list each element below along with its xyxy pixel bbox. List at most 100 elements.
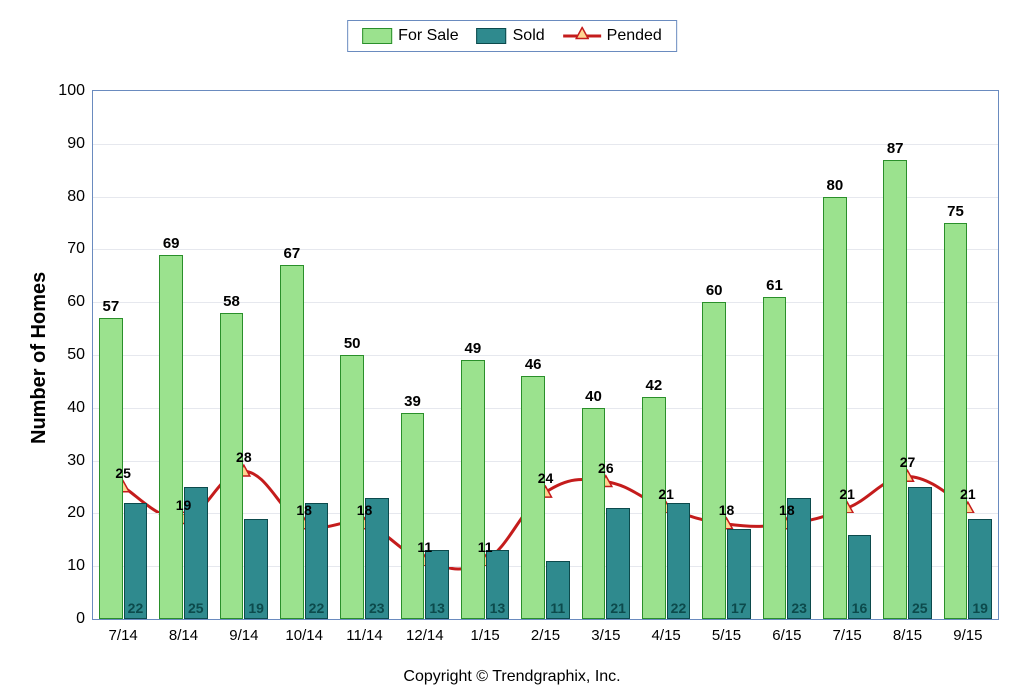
for-sale-value-label: 58 [223, 293, 240, 310]
pended-value-label: 21 [960, 486, 976, 502]
pended-value-label: 24 [538, 470, 554, 486]
for-sale-value-label: 61 [766, 277, 783, 294]
for-sale-bar [521, 376, 545, 619]
pended-value-label: 26 [598, 460, 614, 476]
xtick-label: 12/14 [406, 627, 444, 644]
legend-item-pended: Pended [563, 27, 662, 45]
for-sale-bar [401, 413, 425, 619]
ytick-label: 100 [58, 82, 85, 100]
sold-value-label: 13 [490, 600, 506, 616]
for-sale-value-label: 87 [887, 140, 904, 157]
ytick-label: 30 [67, 452, 85, 470]
for-sale-value-label: 42 [646, 377, 663, 394]
pended-value-label: 18 [357, 502, 373, 518]
ytick-label: 40 [67, 399, 85, 417]
legend-swatch-for-sale [362, 28, 392, 44]
legend-label-for-sale: For Sale [398, 27, 458, 45]
xtick-label: 9/14 [229, 627, 258, 644]
for-sale-bar [883, 160, 907, 619]
sold-value-label: 25 [912, 600, 928, 616]
xtick-label: 7/15 [833, 627, 862, 644]
for-sale-value-label: 57 [103, 298, 120, 315]
pended-value-label: 18 [779, 502, 795, 518]
for-sale-value-label: 67 [284, 245, 301, 262]
for-sale-value-label: 39 [404, 393, 421, 410]
for-sale-value-label: 46 [525, 356, 542, 373]
for-sale-bar [340, 355, 364, 619]
xtick-label: 10/14 [285, 627, 323, 644]
sold-value-label: 19 [972, 600, 988, 616]
xtick-label: 2/15 [531, 627, 560, 644]
xtick-label: 5/15 [712, 627, 741, 644]
for-sale-bar [582, 408, 606, 619]
xtick-label: 3/15 [591, 627, 620, 644]
xtick-label: 11/14 [346, 627, 382, 644]
sold-value-label: 11 [550, 600, 565, 616]
pended-value-label: 21 [839, 486, 855, 502]
for-sale-bar [461, 360, 485, 619]
legend-item-sold: Sold [477, 27, 545, 45]
ytick-label: 70 [67, 240, 85, 258]
ytick-label: 10 [67, 557, 85, 575]
ytick-label: 80 [67, 188, 85, 206]
legend: For Sale Sold Pended [347, 20, 677, 52]
ytick-label: 20 [67, 504, 85, 522]
sold-value-label: 17 [731, 600, 747, 616]
pended-value-label: 18 [296, 502, 312, 518]
sold-value-label: 21 [610, 600, 626, 616]
legend-label-pended: Pended [607, 27, 662, 45]
for-sale-bar [280, 265, 304, 619]
legend-swatch-sold [477, 28, 507, 44]
for-sale-bar [642, 397, 666, 619]
chart-container: For Sale Sold Pended 0 10 20 30 40 50 60 70 80 90… [0, 0, 1024, 692]
sold-value-label: 22 [128, 600, 144, 616]
xtick-label: 9/15 [953, 627, 982, 644]
for-sale-bar [702, 302, 726, 619]
pended-value-label: 11 [417, 539, 432, 555]
xtick-label: 1/15 [471, 627, 500, 644]
for-sale-value-label: 80 [827, 177, 844, 194]
sold-value-label: 16 [852, 600, 868, 616]
for-sale-bar [944, 223, 968, 619]
sold-value-label: 23 [791, 600, 807, 616]
pended-value-label: 25 [115, 465, 131, 481]
sold-value-label: 13 [429, 600, 445, 616]
xtick-label: 8/15 [893, 627, 922, 644]
copyright-text: Copyright © Trendgraphix, Inc. [403, 668, 620, 686]
legend-item-for-sale: For Sale [362, 27, 458, 45]
for-sale-bar [159, 255, 183, 619]
sold-value-label: 22 [309, 600, 325, 616]
legend-line-pended [563, 29, 601, 43]
for-sale-value-label: 60 [706, 282, 723, 299]
xtick-label: 8/14 [169, 627, 198, 644]
for-sale-value-label: 49 [465, 340, 482, 357]
plot-area: 010203040506070809010057227/1469258/1458… [92, 90, 999, 620]
for-sale-value-label: 75 [947, 203, 964, 220]
xtick-label: 4/15 [652, 627, 681, 644]
pended-value-label: 19 [176, 497, 192, 513]
triangle-icon [575, 27, 589, 41]
for-sale-bar [823, 197, 847, 619]
ytick-label: 90 [67, 135, 85, 153]
gridline [93, 144, 998, 145]
ytick-label: 0 [76, 610, 85, 628]
sold-value-label: 23 [369, 600, 385, 616]
pended-value-label: 28 [236, 449, 252, 465]
pended-value-label: 21 [658, 486, 674, 502]
for-sale-value-label: 69 [163, 235, 180, 252]
for-sale-value-label: 50 [344, 335, 361, 352]
sold-value-label: 19 [248, 600, 264, 616]
for-sale-value-label: 40 [585, 388, 602, 405]
sold-value-label: 22 [671, 600, 687, 616]
for-sale-bar [763, 297, 787, 619]
pended-value-label: 11 [478, 539, 493, 555]
gridline [93, 249, 998, 250]
xtick-label: 6/15 [772, 627, 801, 644]
xtick-label: 7/14 [109, 627, 138, 644]
sold-value-label: 25 [188, 600, 204, 616]
gridline [93, 197, 998, 198]
ytick-label: 50 [67, 346, 85, 364]
pended-value-label: 18 [719, 502, 735, 518]
yaxis-title: Number of Homes [28, 272, 51, 444]
ytick-label: 60 [67, 293, 85, 311]
